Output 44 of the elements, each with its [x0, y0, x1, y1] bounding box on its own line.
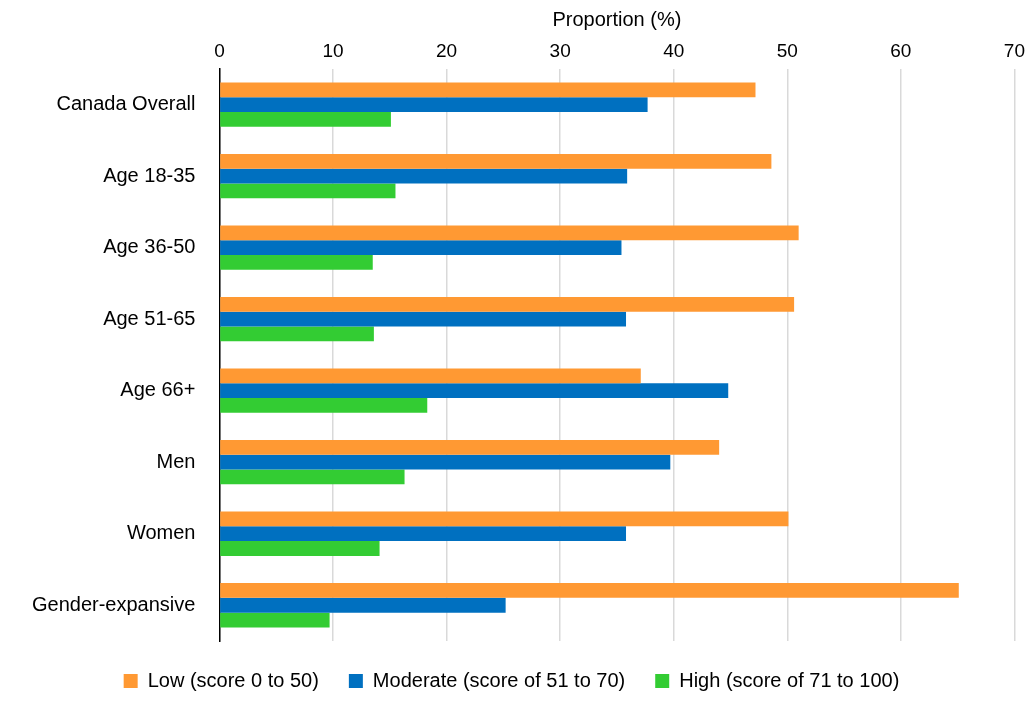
bar [220, 296, 795, 312]
x-tick-label: 0 [214, 39, 225, 61]
bar [220, 225, 799, 241]
x-tick-label: 70 [1003, 39, 1025, 61]
bar [220, 82, 756, 98]
x-tick-label: 20 [436, 39, 458, 61]
bar [220, 168, 628, 184]
y-tick-label: Age 18-35 [103, 163, 196, 186]
bar [220, 326, 374, 342]
x-axis-title: Proportion (%) [552, 7, 682, 30]
bar [220, 111, 391, 127]
y-tick-label: Women [126, 521, 196, 544]
bar [220, 383, 729, 399]
bar [220, 153, 772, 169]
x-tick-label: 50 [776, 39, 798, 61]
bar [220, 368, 641, 384]
y-tick-label: Gender-expansive [31, 592, 196, 615]
legend-label: High (score of 71 to 100) [679, 668, 900, 691]
x-tick-label: 10 [322, 39, 344, 61]
bar [220, 526, 627, 542]
legend-label: Low (score 0 to 50) [147, 668, 319, 691]
bar [220, 511, 789, 527]
y-tick-label: Canada Overall [56, 92, 196, 115]
bar [220, 612, 330, 628]
bar [220, 541, 380, 556]
x-tick-label: 60 [890, 39, 912, 61]
bar [220, 440, 720, 455]
bar [220, 240, 622, 255]
bar [220, 97, 648, 112]
bar [220, 183, 396, 199]
bar [220, 255, 373, 270]
y-tick-label: Age 66+ [120, 378, 196, 401]
bar [220, 311, 627, 327]
y-tick-label: Men [156, 449, 196, 472]
y-tick-label: Age 51-65 [103, 306, 196, 329]
y-tick-label: Age 36-50 [103, 235, 196, 258]
bar [220, 597, 506, 613]
bar [220, 469, 405, 485]
legend-label: Moderate (score of 51 to 70) [372, 668, 626, 691]
x-tick-label: 30 [549, 39, 571, 61]
bar [220, 454, 671, 470]
bar [220, 398, 428, 413]
bar [220, 583, 959, 598]
x-tick-label: 40 [663, 39, 685, 61]
